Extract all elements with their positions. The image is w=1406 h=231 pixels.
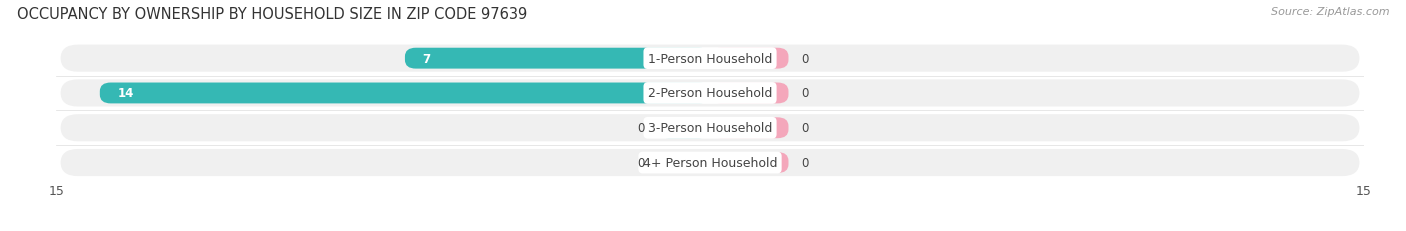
Text: 7: 7 [422, 52, 430, 65]
FancyBboxPatch shape [710, 152, 789, 173]
FancyBboxPatch shape [60, 149, 1360, 176]
Text: OCCUPANCY BY OWNERSHIP BY HOUSEHOLD SIZE IN ZIP CODE 97639: OCCUPANCY BY OWNERSHIP BY HOUSEHOLD SIZE… [17, 7, 527, 22]
Text: 14: 14 [117, 87, 134, 100]
FancyBboxPatch shape [60, 80, 1360, 107]
Text: 0: 0 [801, 52, 808, 65]
FancyBboxPatch shape [710, 83, 789, 104]
FancyBboxPatch shape [658, 152, 710, 173]
Text: 1-Person Household: 1-Person Household [648, 52, 772, 65]
FancyBboxPatch shape [100, 83, 710, 104]
FancyBboxPatch shape [710, 49, 789, 69]
FancyBboxPatch shape [60, 46, 1360, 73]
Text: 2-Person Household: 2-Person Household [648, 87, 772, 100]
Text: 3-Person Household: 3-Person Household [648, 122, 772, 135]
Text: 4+ Person Household: 4+ Person Household [643, 156, 778, 169]
Text: 0: 0 [801, 87, 808, 100]
Text: 0: 0 [801, 122, 808, 135]
FancyBboxPatch shape [710, 118, 789, 139]
Text: Source: ZipAtlas.com: Source: ZipAtlas.com [1271, 7, 1389, 17]
FancyBboxPatch shape [60, 115, 1360, 142]
Text: 0: 0 [637, 156, 644, 169]
Text: 0: 0 [801, 156, 808, 169]
Text: 0: 0 [637, 122, 644, 135]
FancyBboxPatch shape [658, 118, 710, 139]
FancyBboxPatch shape [405, 49, 710, 69]
